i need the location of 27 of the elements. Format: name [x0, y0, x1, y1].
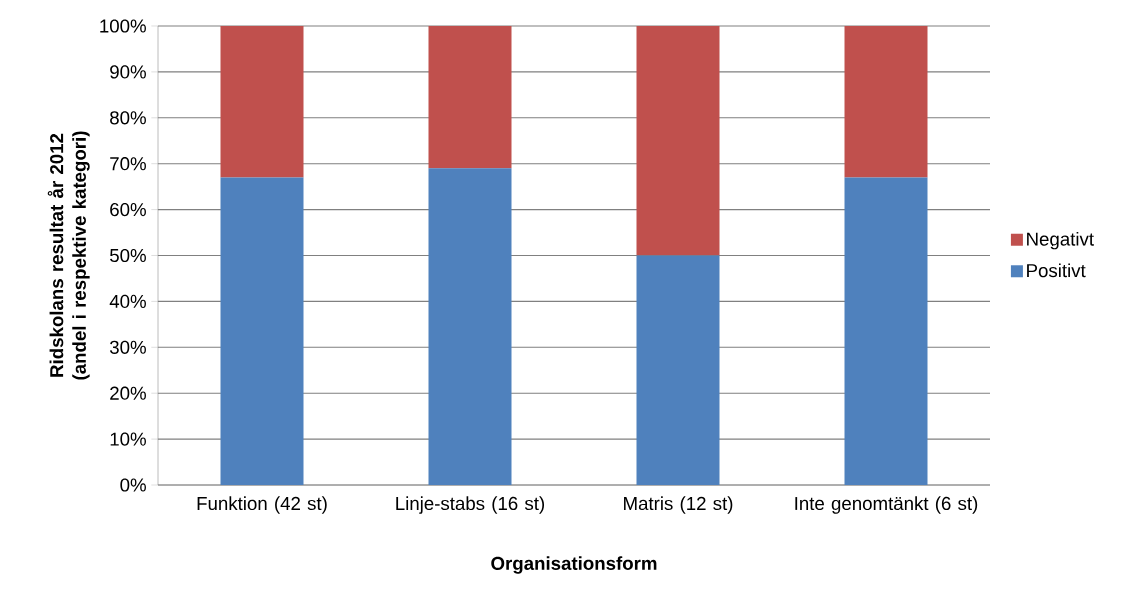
x-tick-label: Inte genomtänkt (6 st): [795, 496, 978, 514]
bar: [844, 177, 928, 485]
bar: [844, 26, 928, 178]
bar: [220, 177, 304, 485]
x-tick-label: Matris (12 st): [624, 496, 733, 514]
y-axis-title: Ridskolans resultat år 2012 (andel i respektive kategori): [47, 131, 90, 380]
legend-label: Negativt: [1027, 231, 1094, 250]
y-tick-label: 70%: [110, 157, 146, 171]
bar: [428, 168, 512, 485]
x-tick-label: Linje-stabs (16 st): [396, 496, 545, 514]
bar: [428, 26, 512, 169]
legend-label: Positivt: [1027, 263, 1086, 278]
bar: [636, 26, 720, 256]
y-tick-label: 30%: [109, 340, 146, 354]
y-tick-label: 60%: [110, 202, 146, 217]
y-tick-label: 90%: [110, 65, 146, 79]
y-tick-label: 10%: [110, 432, 146, 446]
bar: [636, 255, 720, 485]
y-tick-label: 50%: [110, 248, 146, 263]
bar: [220, 26, 304, 178]
y-tick-label: 40%: [109, 294, 146, 309]
x-axis-title: Organisationsform: [491, 556, 657, 574]
y-tick-label: 20%: [110, 386, 146, 400]
x-tick-label: Funktion (42 st): [197, 496, 327, 514]
y-tick-label: 80%: [110, 111, 146, 125]
y-tick-label: 0%: [120, 478, 146, 492]
y-tick-label: 100%: [100, 19, 146, 33]
